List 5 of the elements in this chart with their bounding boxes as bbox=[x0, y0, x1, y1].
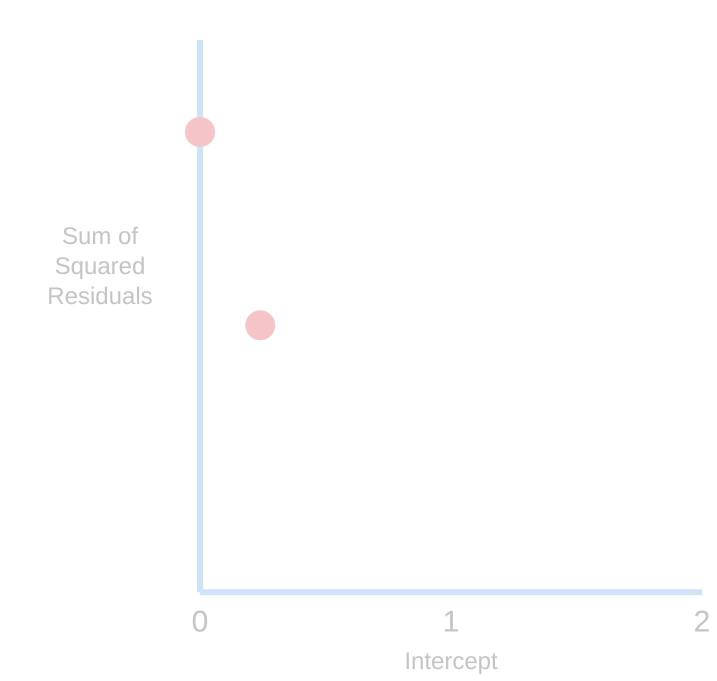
x-axis-title: Intercept bbox=[404, 648, 498, 676]
y-axis-title: Sum of Squared Residuals bbox=[46, 222, 154, 312]
x-tick-label: 0 bbox=[192, 605, 208, 638]
x-tick-label: 2 bbox=[694, 605, 710, 638]
x-tick-label: 1 bbox=[442, 605, 460, 638]
